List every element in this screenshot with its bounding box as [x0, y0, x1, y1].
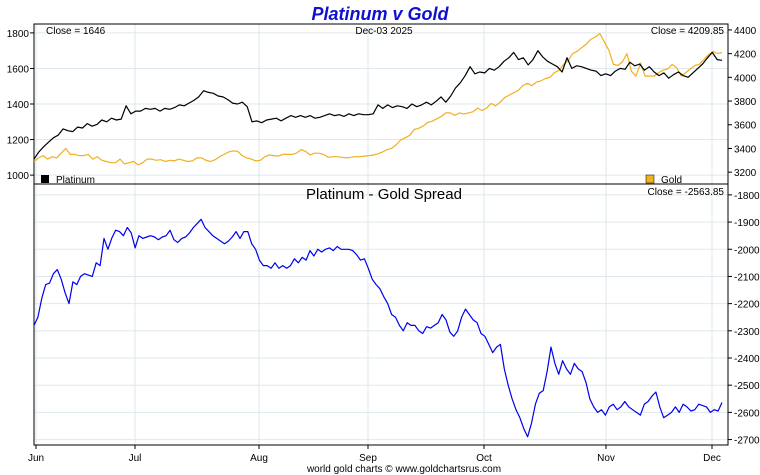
top-panel-grid	[34, 24, 728, 184]
y-left-tick-label: 1400	[7, 100, 30, 111]
spread-tick-label: -2400	[734, 354, 760, 365]
footer-credit: world gold charts © www.goldchartsrus.co…	[306, 464, 501, 475]
x-tick-label: Sep	[359, 453, 377, 464]
y-right-tick-label: 3400	[734, 144, 757, 155]
y-left-tick-label: 1800	[7, 29, 30, 40]
spread-tick-label: -2700	[734, 436, 760, 447]
legend-gold-label: Gold	[661, 175, 682, 186]
platinum-series-line	[33, 50, 723, 160]
date-readout: Dec-03 2025	[355, 26, 413, 37]
series-layer	[33, 32, 723, 438]
y-left-tick-label: 1000	[7, 171, 30, 182]
spread-right-axis: -1800 -1900 -2000 -2100 -2200 -2300 -2400 -2500…	[728, 191, 760, 447]
chart-title: Platinum v Gold	[311, 4, 449, 24]
platinum-close-readout: Close = 1646	[46, 26, 106, 37]
y-right-tick-label: 3800	[734, 97, 757, 108]
y-right-tick-label: 3600	[734, 121, 757, 132]
x-axis: Jun Jul Aug Sep Oct Nov Dec	[28, 445, 721, 464]
spread-tick-label: -2500	[734, 381, 760, 392]
legend-platinum-label: Platinum	[56, 175, 95, 186]
top-right-axis: 4400 4200 4000 3800 3600 3400 3200	[728, 26, 757, 179]
x-tick-label: Jun	[28, 453, 44, 464]
spread-tick-label: -2600	[734, 408, 760, 419]
x-tick-label: Aug	[250, 453, 268, 464]
spread-tick-label: -1800	[734, 191, 760, 202]
y-right-tick-label: 4200	[734, 50, 757, 61]
spread-tick-label: -2000	[734, 245, 760, 256]
spread-tick-label: -2100	[734, 272, 760, 283]
legend-platinum-swatch	[41, 175, 49, 183]
x-tick-label: Nov	[597, 453, 615, 464]
spread-series-line	[33, 218, 723, 438]
y-right-tick-label: 4000	[734, 73, 757, 84]
spread-close-readout: Close = -2563.85	[648, 187, 725, 198]
spread-panel-title: Platinum - Gold Spread	[306, 186, 462, 203]
spread-panel-frame	[33, 183, 729, 446]
legend-gold-swatch	[645, 174, 655, 184]
gold-series-line	[33, 32, 723, 166]
y-left-tick-label: 1200	[7, 136, 30, 147]
x-tick-label: Oct	[476, 453, 492, 464]
x-tick-label: Dec	[703, 453, 721, 464]
x-tick-label: Jul	[129, 453, 142, 464]
gold-close-readout: Close = 4209.85	[651, 26, 725, 37]
spread-tick-label: -2300	[734, 327, 760, 338]
spread-tick-label: -2200	[734, 300, 760, 311]
y-right-tick-label: 3200	[734, 168, 757, 179]
y-left-tick-label: 1600	[7, 64, 30, 75]
y-right-tick-label: 4400	[734, 26, 757, 37]
spread-tick-label: -1900	[734, 218, 760, 229]
top-left-axis: 1800 1600 1400 1200 1000	[7, 29, 34, 182]
spread-panel-grid	[34, 184, 728, 445]
